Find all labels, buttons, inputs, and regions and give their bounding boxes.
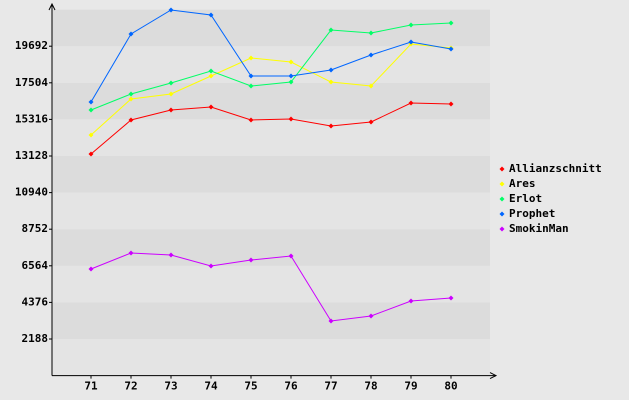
y-tick-label: 13128 [15, 149, 48, 162]
x-tick-label: 72 [124, 380, 137, 393]
data-point [288, 79, 294, 85]
x-tick-label: 78 [364, 380, 377, 393]
x-tick-label: 75 [244, 380, 257, 393]
data-point [208, 104, 214, 110]
data-point [248, 117, 254, 123]
grid-band [52, 9, 490, 47]
y-tick-label: 19692 [15, 39, 48, 52]
grid-band [52, 192, 490, 230]
x-tick-label: 77 [324, 380, 337, 393]
y-tick-label: 2188 [22, 332, 49, 345]
data-point [328, 79, 334, 85]
x-axis-arrow [489, 372, 498, 380]
data-point [288, 73, 294, 79]
legend-marker [499, 181, 505, 187]
data-point [128, 31, 134, 37]
data-point [248, 257, 254, 263]
legend-label: Prophet [509, 207, 555, 220]
y-tick-label: 8752 [22, 222, 49, 235]
data-point [208, 263, 214, 269]
series-line [90, 43, 452, 136]
legend-label: Ares [509, 177, 536, 190]
data-point [168, 91, 174, 97]
y-tick-label: 10940 [15, 186, 48, 199]
series-line [90, 102, 452, 155]
data-point [128, 250, 134, 256]
data-point [208, 73, 214, 79]
data-point [168, 107, 174, 113]
grid-band [52, 46, 490, 83]
data-point [448, 46, 454, 52]
data-point [128, 91, 134, 97]
grid-band [52, 265, 490, 303]
legend-marker [499, 196, 505, 202]
legend-marker [499, 211, 505, 217]
y-tick-label: 4376 [22, 295, 49, 308]
grid-band [52, 339, 490, 376]
data-point [408, 39, 414, 45]
grid-band [52, 82, 490, 120]
data-point [88, 266, 94, 272]
y-tick-label: 17504 [15, 76, 48, 89]
y-axis-arrow [48, 2, 56, 11]
grid-band [52, 119, 490, 156]
legend-label: Erlot [509, 192, 542, 205]
data-point [168, 80, 174, 86]
data-point [288, 59, 294, 65]
data-point [128, 96, 134, 102]
grid-band [52, 156, 490, 193]
data-point [288, 253, 294, 259]
data-point [368, 52, 374, 58]
x-tick-label: 74 [204, 380, 218, 393]
data-point [448, 20, 454, 26]
data-point [248, 83, 254, 89]
data-point [88, 132, 94, 138]
data-point [408, 22, 414, 28]
data-point [248, 55, 254, 61]
data-point [208, 68, 214, 74]
series-line [90, 9, 452, 103]
legend-marker [499, 166, 505, 172]
data-point [408, 298, 414, 304]
data-point [88, 151, 94, 157]
data-point [128, 117, 134, 123]
data-point [328, 318, 334, 324]
x-tick-label: 71 [84, 380, 98, 393]
legend-marker [499, 226, 505, 232]
data-point [88, 99, 94, 105]
data-point [368, 83, 374, 89]
data-point [328, 123, 334, 129]
series-line [90, 22, 452, 111]
x-tick-label: 73 [164, 380, 177, 393]
data-point [248, 73, 254, 79]
x-tick-label: 80 [444, 380, 457, 393]
series-line [90, 252, 452, 322]
data-point [448, 101, 454, 107]
data-point [368, 313, 374, 319]
y-tick-label: 6564 [22, 259, 49, 272]
legend-label: SmokinMan [509, 222, 569, 235]
data-point [368, 30, 374, 36]
data-point [448, 295, 454, 301]
data-point [168, 7, 174, 13]
data-point [408, 100, 414, 106]
data-point [328, 67, 334, 73]
data-point [88, 107, 94, 113]
data-point [208, 12, 214, 18]
legend-label: Allianzschnitt [509, 162, 602, 175]
x-tick-label: 79 [404, 380, 417, 393]
data-point [368, 119, 374, 125]
grid-band [52, 302, 490, 339]
data-point [288, 116, 294, 122]
y-tick-label: 15316 [15, 112, 48, 125]
data-point [328, 27, 334, 33]
grid-band [52, 229, 490, 266]
x-tick-label: 76 [284, 380, 298, 393]
data-point [168, 252, 174, 258]
